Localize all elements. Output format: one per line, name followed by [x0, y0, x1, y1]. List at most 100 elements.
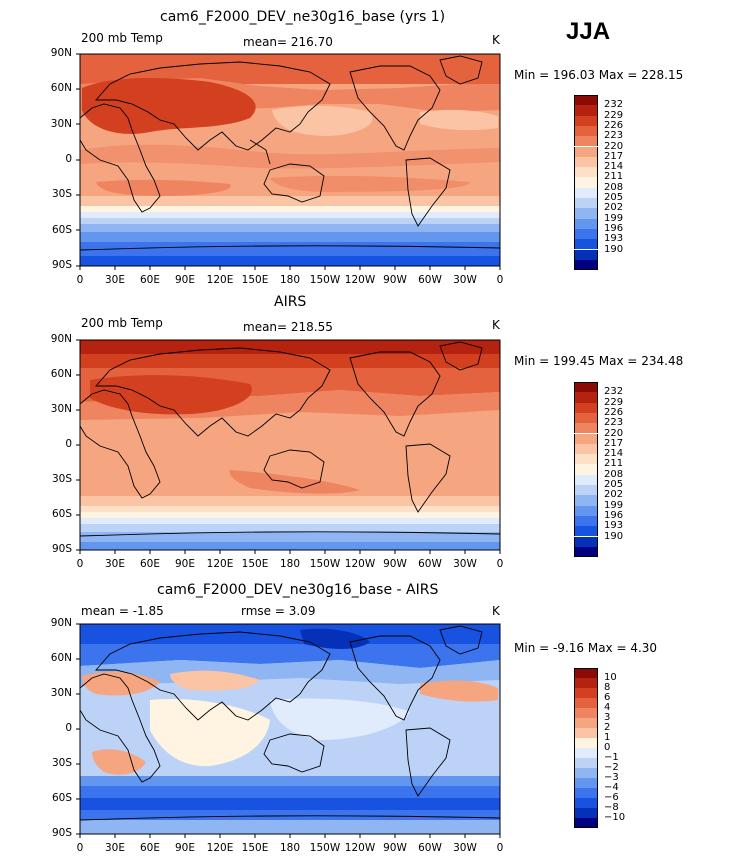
panel-2-lon-label: 30E — [105, 558, 125, 570]
panel-3-colorbar-label: 10 — [604, 672, 617, 683]
panel-1-colorbar-label: 196 — [604, 222, 624, 234]
panel-2-colorbar-box — [574, 485, 598, 496]
panel-3-colorbar-box — [574, 668, 598, 678]
panel-2-colorbar-box — [574, 505, 598, 516]
panel-3-minmax: Min = -9.16 Max = 4.30 — [514, 641, 658, 655]
panel-1-colorbar-box — [574, 146, 598, 157]
panel-2-lat-label: 60S — [51, 508, 72, 520]
panel-1-lat-label: 0 — [65, 153, 72, 165]
panel-1-colorbar-box — [574, 136, 598, 147]
panel-2-frame — [76, 339, 501, 554]
panel-3-colorbar-box — [574, 728, 598, 738]
panel-2-colorbar-box — [574, 536, 598, 547]
panel-3-lat-label: 0 — [65, 722, 72, 734]
panel-1-colorbar-label: 208 — [604, 181, 624, 193]
panel-1-lon-label: 180 — [279, 274, 301, 286]
panel-2-coastlines — [79, 341, 501, 537]
panel-3-lon-label: 60E — [140, 842, 160, 854]
panel-1-colorbar-label: 229 — [604, 109, 624, 121]
panel-1-units-label: K — [492, 33, 500, 47]
panel-3-colorbar-label: −2 — [604, 762, 619, 773]
panel-2-colorbar-label: 223 — [604, 417, 624, 429]
panel-3-frame — [76, 623, 501, 838]
panel-3-colorbar-label: 3 — [604, 712, 611, 723]
panel-3-mean-label: mean = -1.85 — [81, 604, 164, 618]
panel-3-lon-label: 180 — [279, 842, 301, 854]
season-label: JJA — [566, 18, 611, 45]
panel-3-title: cam6_F2000_DEV_ne30g16_base - AIRS — [157, 582, 439, 598]
panel-3-colorbar-box — [574, 738, 598, 748]
panel-2-lat-label: 30N — [50, 403, 72, 415]
panel-1-fill — [80, 54, 500, 266]
panel-3-coastlines — [79, 625, 501, 821]
panel-2-colorbar-box — [574, 464, 598, 475]
panel-1-lat-label: 30S — [51, 188, 72, 201]
panel-3-rmse-label: rmse = 3.09 — [241, 604, 316, 618]
panel-1-lon-label: 30E — [105, 274, 125, 286]
panel-1-lon-label: 150E — [241, 274, 269, 286]
panel-2-colorbar-box — [574, 392, 598, 403]
panel-1-colorbar-box — [574, 228, 598, 240]
panel-1-colorbar-label: 211 — [604, 171, 624, 183]
panel-2-colorbar-box — [574, 443, 598, 455]
panel-2-minmax: Min = 199.45 Max = 234.48 — [514, 354, 684, 368]
panel-1-lat-label: 90S — [51, 259, 72, 271]
panel-1-lon-label: 0 — [76, 274, 84, 286]
panel-2-colorbar-box — [574, 423, 598, 434]
panel-2-colorbar-box — [574, 546, 598, 558]
panel-1-colorbar-box — [574, 208, 598, 219]
panel-3-colorbar-label: −1 — [604, 752, 619, 763]
panel-2-title: AIRS — [274, 294, 307, 310]
panel-2-colorbar-box — [574, 474, 598, 485]
panel-1-colorbar-box — [574, 125, 598, 137]
panel-1-lat-label: 60S — [51, 223, 72, 236]
panel-3-lat-label: 90S — [51, 827, 72, 839]
panel-2-colorbar-box — [574, 526, 598, 537]
panel-3-colorbar-box — [574, 778, 598, 788]
panel-3-colorbar-box — [574, 688, 598, 698]
panel-2-variable-label: 200 mb Temp — [81, 316, 163, 330]
panel-2-colorbar-label: 214 — [604, 448, 624, 460]
panel-2-colorbar-label: 190 — [604, 530, 624, 542]
panel-3-colorbar-box — [574, 718, 598, 728]
panel-3-colorbar-box — [574, 758, 598, 768]
panel-3-lat-label: 30N — [50, 687, 72, 699]
panel-2-colorbar-label: 232 — [604, 386, 624, 398]
panel-1-coastlines — [79, 55, 501, 251]
panel-3-colorbar-label: 4 — [604, 702, 611, 713]
panel-1-colorbar-box — [574, 95, 598, 106]
panel-1-colorbar-box — [574, 177, 598, 188]
panel-2-colorbar-label: 208 — [604, 468, 624, 480]
panel-1-lon-label: 30W — [453, 274, 477, 286]
panel-2-lat-label: 90S — [51, 543, 72, 555]
panel-3-lon-label: 30W — [453, 842, 477, 854]
panel-2-colorbar-label: 202 — [604, 489, 624, 501]
panel-3-colorbar-label: −10 — [604, 812, 626, 823]
panel-3-lat-label: 60S — [51, 792, 72, 804]
panel-1-lon-label: 120W — [344, 274, 376, 286]
panel-1-minmax: Min = 196.03 Max = 228.15 — [514, 68, 684, 82]
panel-2-colorbar-label: 226 — [604, 406, 624, 418]
panel-3-colorbar-box — [574, 678, 598, 688]
panel-2-lon-label: 90E — [175, 558, 195, 570]
panel-3-colorbar-label: −8 — [604, 802, 619, 813]
panel-2-lon-label: 0 — [496, 558, 504, 570]
panel-2-lon-label: 30W — [453, 558, 477, 570]
panel-3-lon-label: 0 — [76, 842, 84, 854]
panel-2-lon-label: 120W — [344, 558, 376, 570]
panel-1-colorbar-label: 226 — [604, 119, 624, 131]
panel-3-colorbar-label: 0 — [604, 742, 611, 753]
panel-2-lon-label: 0 — [76, 558, 84, 570]
panel-3-lon-label: 90E — [175, 842, 195, 854]
panel-1-colorbar-box — [574, 239, 598, 250]
panel-3-colorbar-label: 2 — [604, 722, 611, 733]
panel-2-colorbar-box — [574, 515, 598, 527]
panel-1-colorbar-box — [574, 249, 598, 260]
panel-3-colorbar-label: 1 — [604, 732, 611, 743]
panel-1-lon-label: 120E — [206, 274, 234, 286]
panel-1-colorbar-label: 205 — [604, 192, 624, 203]
panel-2-colorbar-label: 199 — [604, 499, 624, 511]
